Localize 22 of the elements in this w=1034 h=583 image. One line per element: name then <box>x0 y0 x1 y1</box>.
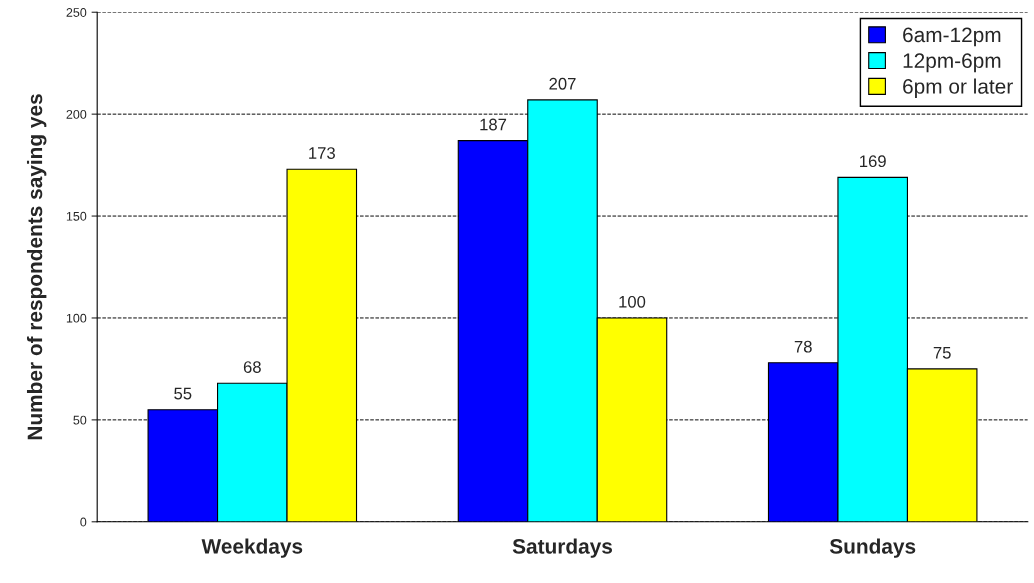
y-tick-label: 150 <box>66 211 87 221</box>
data-label: 187 <box>480 118 507 131</box>
y-tick-label: 100 <box>66 313 87 323</box>
data-label: 169 <box>860 155 886 168</box>
data-label: 100 <box>619 295 646 308</box>
x-tick-label: Saturdays <box>512 538 613 558</box>
y-tick-label: 50 <box>73 415 87 425</box>
data-label: 78 <box>794 340 812 353</box>
y-tick-label: 0 <box>80 517 87 527</box>
y-tick-label: 250 <box>66 8 87 17</box>
data-label: 207 <box>549 77 576 90</box>
x-tick-label: Weekdays <box>201 538 303 558</box>
legend-label: 12pm-6pm <box>903 53 1001 73</box>
data-label: 173 <box>309 147 335 159</box>
x-tick-label: Sundays <box>829 538 916 558</box>
data-label: 55 <box>174 387 192 400</box>
y-tick-label: 200 <box>66 109 87 119</box>
legend-label: 6am-12pm <box>903 27 1001 47</box>
data-label: 68 <box>243 361 261 373</box>
legend-label: 6pm or later <box>903 78 1013 98</box>
y-axis-title: Number of respondents saying yes <box>26 94 47 440</box>
data-label: 75 <box>933 347 951 359</box>
